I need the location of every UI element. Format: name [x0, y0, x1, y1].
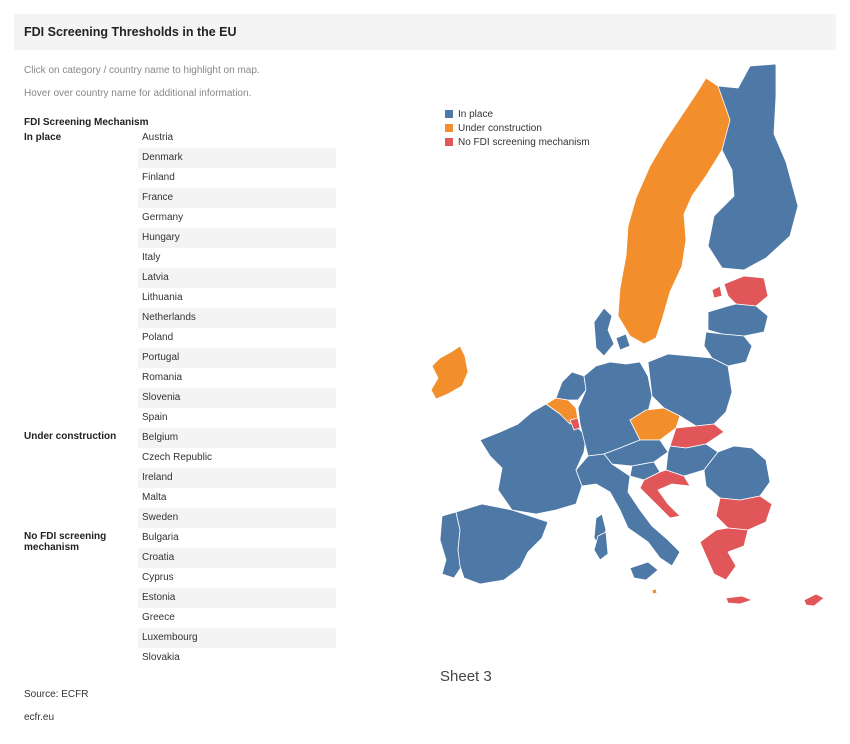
eu-map-svg	[430, 63, 825, 607]
legend-item-2[interactable]: No FDI screening mechanism	[445, 135, 590, 149]
map-sweden[interactable]	[617, 77, 733, 345]
map-poland[interactable]	[647, 353, 733, 427]
country-row-ireland[interactable]: Ireland	[138, 468, 336, 488]
site-link[interactable]: ecfr.eu	[24, 712, 55, 723]
country-row-france[interactable]: France	[138, 188, 336, 208]
country-row-croatia[interactable]: Croatia	[138, 548, 336, 568]
instruction-click: Click on category / country name to high…	[24, 65, 260, 76]
country-row-luxembourg[interactable]: Luxembourg	[138, 628, 336, 648]
instruction-hover: Hover over country name for additional i…	[24, 88, 252, 99]
source-text: Source: ECFR	[24, 689, 89, 700]
category-no-mechanism[interactable]: No FDI screening mechanism	[24, 531, 107, 553]
map-croatia[interactable]	[639, 469, 691, 519]
country-row-spain[interactable]: Spain	[142, 412, 168, 423]
legend-label: In place	[458, 108, 494, 120]
country-row-czech-republic[interactable]: Czech Republic	[142, 452, 213, 463]
country-row-greece[interactable]: Greece	[142, 612, 175, 623]
country-row-poland[interactable]: Poland	[142, 332, 174, 343]
map-netherlands[interactable]	[555, 371, 587, 401]
map-estonia[interactable]	[723, 275, 769, 307]
map-slovakia[interactable]	[669, 423, 725, 449]
country-row-slovenia[interactable]: Slovenia	[138, 388, 336, 408]
country-row-hungary[interactable]: Hungary	[138, 228, 336, 248]
country-row-denmark[interactable]: Denmark	[138, 148, 336, 168]
map-latvia[interactable]	[707, 303, 769, 337]
sheet-label: Sheet 3	[440, 668, 492, 685]
country-row-portugal[interactable]: Portugal	[138, 348, 336, 368]
map-cyprus[interactable]	[803, 593, 825, 607]
map-denmark[interactable]	[593, 307, 615, 357]
map-finland[interactable]	[707, 63, 799, 271]
country-row-cyprus[interactable]: Cyprus	[142, 572, 174, 583]
country-row-finland[interactable]: Finland	[142, 172, 175, 183]
map-ireland[interactable]	[430, 345, 469, 400]
title-bar: FDI Screening Thresholds in the EU	[14, 14, 836, 50]
map-malta[interactable]	[651, 588, 658, 595]
page-title: FDI Screening Thresholds in the EU	[24, 25, 237, 39]
map-sicily[interactable]	[629, 561, 659, 581]
map-greece[interactable]	[699, 527, 749, 581]
legend-swatch	[445, 110, 453, 118]
eu-map	[420, 60, 840, 620]
map-legend: In place Under construction No FDI screeni…	[445, 107, 590, 149]
legend-item-0[interactable]: In place	[445, 107, 590, 121]
legend-item-1[interactable]: Under construction	[445, 121, 590, 135]
country-row-germany[interactable]: Germany	[142, 212, 184, 223]
map-estonia-islands[interactable]	[711, 285, 723, 299]
map-luxembourg[interactable]	[569, 417, 581, 431]
category-under-construction[interactable]: Under construction	[24, 431, 117, 442]
map-denmark-islands[interactable]	[615, 333, 631, 351]
map-bulgaria[interactable]	[715, 495, 773, 531]
map-spain[interactable]	[455, 503, 549, 585]
country-row-slovakia[interactable]: Slovakia	[142, 652, 180, 663]
map-lithuania[interactable]	[703, 331, 753, 367]
country-row-romania[interactable]: Romania	[142, 372, 183, 383]
map-sardinia[interactable]	[593, 531, 609, 561]
legend-label: Under construction	[458, 122, 542, 134]
country-row-bulgaria[interactable]: Bulgaria	[142, 532, 179, 543]
legend-label: No FDI screening mechanism	[458, 136, 590, 148]
country-row-estonia[interactable]: Estonia	[138, 588, 336, 608]
country-row-austria[interactable]: Austria	[142, 132, 174, 143]
country-row-netherlands[interactable]: Netherlands	[138, 308, 336, 328]
legend-swatch	[445, 124, 453, 132]
table-header: FDI Screening Mechanism	[24, 117, 149, 128]
country-row-sweden[interactable]: Sweden	[138, 508, 336, 528]
country-list: Austria Denmark Finland France Germany Hungar…	[138, 128, 336, 668]
country-row-belgium[interactable]: Belgium	[138, 428, 336, 448]
country-row-malta[interactable]: Malta	[142, 492, 167, 503]
country-row-lithuania[interactable]: Lithuania	[142, 292, 183, 303]
map-crete[interactable]	[725, 595, 753, 605]
country-row-italy[interactable]: Italy	[142, 252, 161, 263]
country-row-latvia[interactable]: Latvia	[138, 268, 336, 288]
map-italy[interactable]	[575, 453, 681, 567]
category-in-place[interactable]: In place	[24, 132, 62, 143]
legend-swatch	[445, 138, 453, 146]
